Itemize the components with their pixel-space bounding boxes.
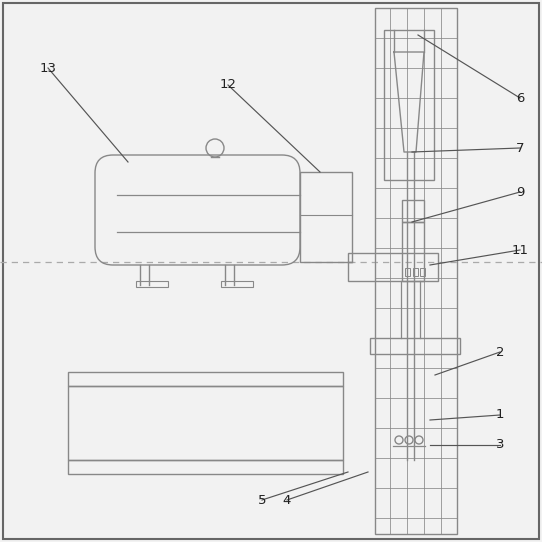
- Text: 13: 13: [40, 61, 56, 74]
- Bar: [402, 222, 424, 281]
- Text: 9: 9: [516, 185, 524, 198]
- Bar: [136, 281, 168, 287]
- Text: 7: 7: [516, 141, 524, 154]
- Bar: [420, 268, 425, 276]
- Bar: [300, 172, 352, 262]
- Bar: [384, 30, 434, 180]
- Bar: [402, 200, 424, 222]
- Bar: [348, 253, 438, 281]
- Bar: [413, 268, 418, 276]
- Text: 1: 1: [496, 409, 504, 422]
- Bar: [375, 8, 457, 534]
- Text: 5: 5: [258, 494, 266, 507]
- Bar: [405, 268, 410, 276]
- Text: 2: 2: [496, 345, 504, 358]
- Bar: [370, 338, 460, 354]
- Text: 6: 6: [516, 92, 524, 105]
- Bar: [68, 372, 343, 386]
- Bar: [68, 386, 343, 460]
- Bar: [221, 281, 253, 287]
- Bar: [68, 460, 343, 474]
- Text: 4: 4: [283, 494, 291, 507]
- Text: 12: 12: [220, 79, 236, 92]
- Text: 3: 3: [496, 438, 504, 451]
- Text: 11: 11: [512, 243, 528, 256]
